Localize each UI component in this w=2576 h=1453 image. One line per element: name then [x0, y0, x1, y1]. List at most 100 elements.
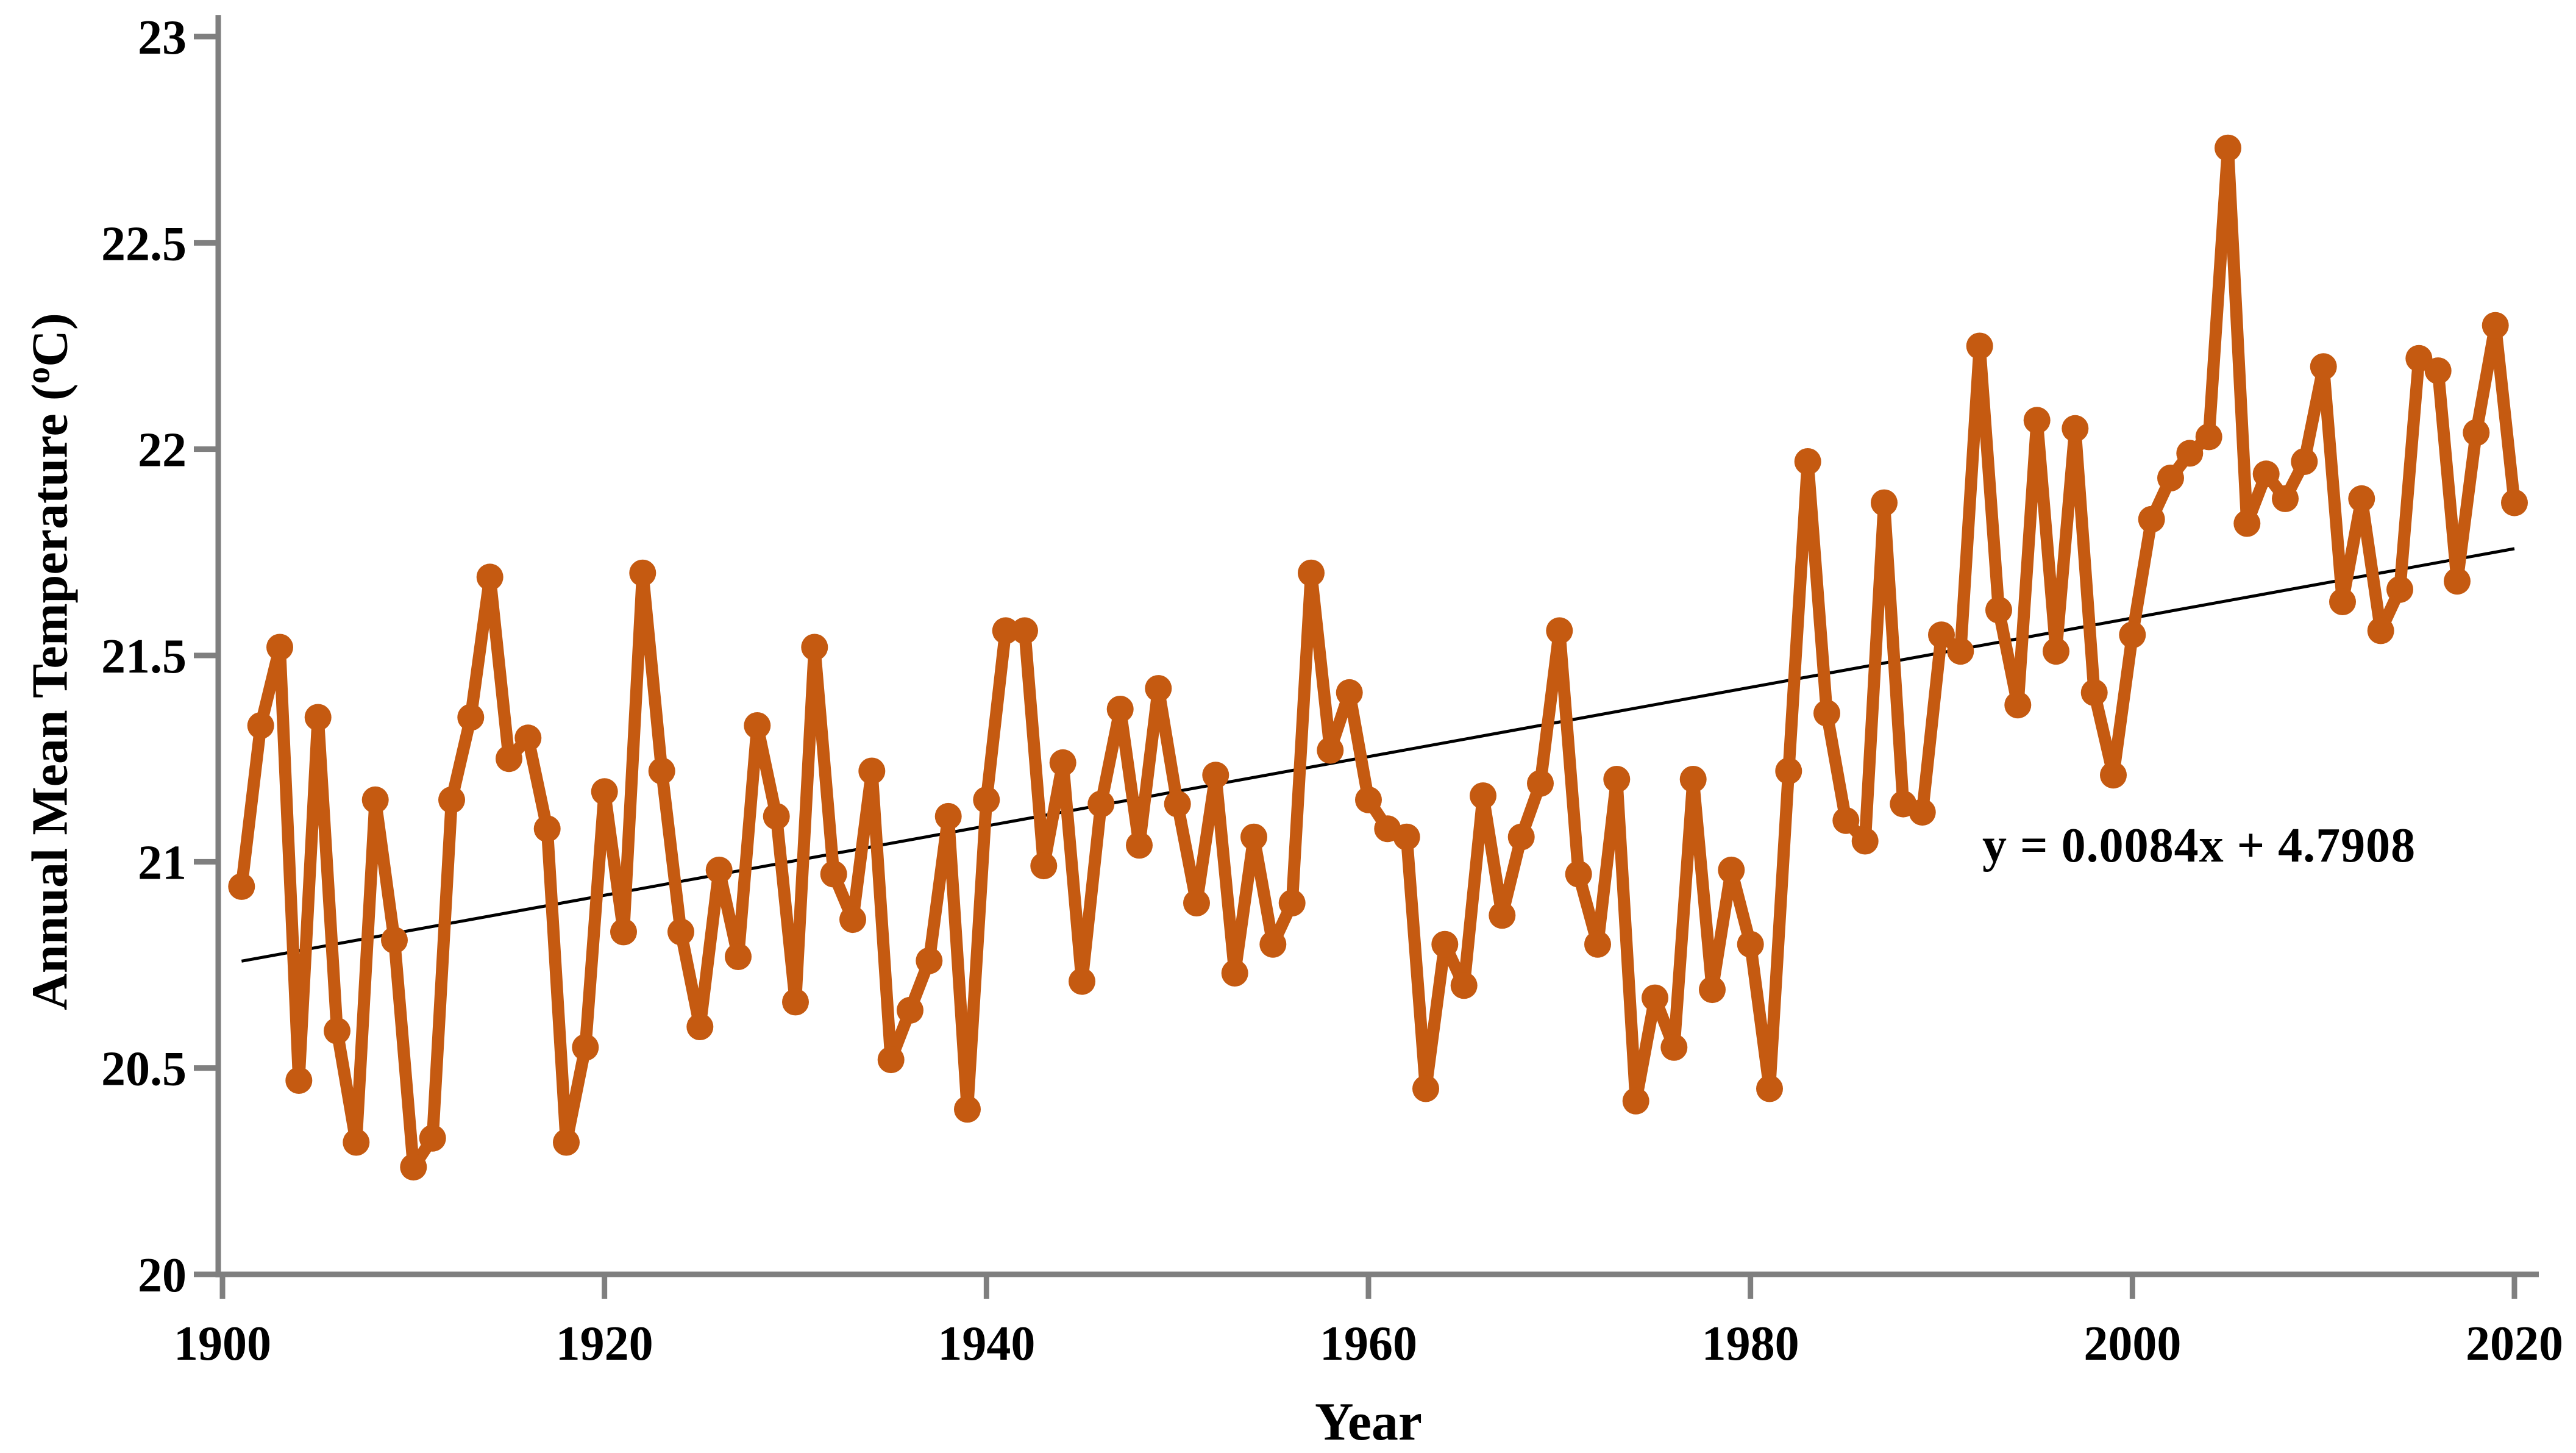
data-point	[1030, 852, 1058, 880]
data-point	[820, 860, 847, 888]
data-point	[1355, 786, 1382, 813]
y-axis-title: Annual Mean Temperature (oC)	[19, 313, 80, 1010]
data-point	[705, 856, 733, 884]
data-point	[2119, 621, 2146, 649]
data-point	[1947, 638, 1974, 665]
data-point	[2386, 576, 2413, 603]
y-axis-title-text: Annual Mean Temperature (	[21, 384, 79, 1010]
data-point	[381, 926, 408, 954]
data-point	[1317, 737, 1344, 764]
data-point	[1813, 699, 1840, 727]
data-point	[782, 988, 809, 1016]
data-point	[629, 559, 656, 587]
data-point	[2043, 638, 2069, 665]
data-point	[572, 1034, 599, 1061]
data-point	[1775, 757, 1802, 785]
data-point	[2310, 353, 2337, 380]
data-point	[1412, 1075, 1439, 1102]
data-point	[2501, 489, 2528, 516]
data-point	[2233, 510, 2261, 537]
data-point	[2291, 448, 2318, 475]
data-point	[1049, 749, 1076, 776]
x-tick-label: 1940	[938, 1317, 1035, 1371]
data-point	[2405, 345, 2433, 372]
data-point	[1928, 621, 1955, 649]
y-tick-label: 20.5	[101, 1043, 187, 1096]
data-point	[1622, 1087, 1649, 1115]
data-point	[1565, 860, 1592, 888]
data-point	[2176, 440, 2204, 467]
x-tick-label: 2000	[2083, 1317, 2181, 1371]
y-tick-label: 20	[138, 1249, 187, 1302]
data-point	[744, 712, 771, 739]
y-tick-label: 21	[138, 836, 187, 890]
data-point	[1985, 596, 2012, 624]
data-point	[247, 712, 274, 739]
y-axis-title-degree-symbol: o	[19, 366, 57, 384]
data-point	[266, 634, 293, 661]
data-point	[2329, 588, 2356, 615]
data-point	[1393, 823, 1420, 851]
data-point	[1278, 890, 1306, 916]
data-point	[419, 1124, 446, 1152]
x-tick-label: 1900	[174, 1317, 271, 1371]
data-point	[1087, 790, 1115, 818]
data-point	[2157, 465, 2184, 491]
data-point	[1164, 790, 1191, 818]
data-point	[1642, 984, 1668, 1012]
data-point	[897, 996, 923, 1024]
data-point	[2444, 568, 2471, 595]
data-point	[725, 943, 752, 970]
data-point	[858, 757, 886, 785]
data-point	[1832, 807, 1860, 834]
data-point	[839, 906, 866, 934]
data-point	[2062, 415, 2089, 442]
data-point	[324, 1017, 350, 1044]
y-tick-label: 23	[138, 11, 187, 65]
data-point	[1507, 823, 1535, 851]
data-point	[763, 802, 790, 830]
data-point	[1011, 617, 1038, 644]
data-point	[1431, 930, 1459, 958]
data-point	[285, 1067, 313, 1094]
data-point	[1221, 960, 1248, 987]
data-point	[801, 634, 828, 661]
data-point	[1106, 696, 1134, 723]
data-point	[877, 1046, 905, 1074]
y-tick-label: 22	[138, 424, 187, 477]
x-tick-label: 1980	[1702, 1317, 1799, 1371]
y-tick-label: 21.5	[101, 630, 187, 684]
data-point	[2252, 460, 2280, 488]
data-point	[228, 873, 255, 900]
data-point	[2482, 312, 2509, 339]
data-point	[2080, 679, 2108, 706]
data-point	[2215, 134, 2241, 162]
data-point	[514, 724, 542, 752]
data-point	[1851, 827, 1879, 855]
data-point	[1126, 832, 1153, 859]
data-point	[1603, 766, 1631, 793]
data-point	[1336, 679, 1363, 706]
data-point	[2424, 357, 2452, 385]
data-point	[438, 786, 465, 813]
y-axis-title-unit: C)	[21, 313, 79, 367]
data-point	[496, 745, 522, 773]
data-point	[591, 778, 618, 805]
data-point	[2272, 485, 2299, 512]
data-point	[1259, 930, 1287, 958]
data-point	[1966, 332, 1993, 360]
trend-line	[241, 547, 2515, 963]
data-point	[2138, 505, 2165, 533]
data-point	[1679, 766, 1707, 793]
data-point	[1450, 972, 1478, 999]
data-point	[610, 918, 637, 946]
temperature-series-line	[235, 141, 2521, 1174]
data-point	[648, 757, 675, 785]
trendline-equation-label: y = 0.0084x + 4.7908	[1982, 819, 2416, 873]
data-point	[2023, 407, 2051, 434]
data-point	[343, 1129, 370, 1156]
data-point	[1145, 675, 1172, 702]
data-point	[2367, 617, 2394, 644]
